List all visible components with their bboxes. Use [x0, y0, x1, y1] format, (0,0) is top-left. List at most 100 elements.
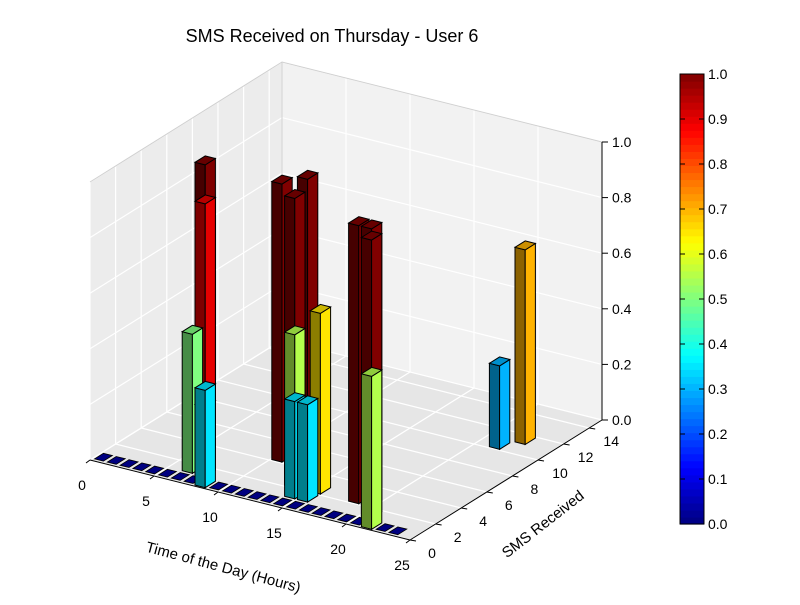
bar-top-face — [283, 392, 307, 403]
zero-bar — [234, 488, 255, 497]
colorbar-segment — [680, 291, 704, 300]
colorbar-segment — [680, 397, 704, 406]
bar-front-face — [181, 331, 193, 474]
bar — [296, 395, 320, 504]
colorbar-segment — [680, 151, 704, 159]
x-tick — [213, 491, 219, 496]
colorbar-segment — [680, 81, 704, 89]
x-axis-label: Time of the Day (Hours) — [144, 539, 302, 597]
colorbar-segment — [680, 460, 704, 469]
bar-front-face — [284, 398, 296, 500]
bar-front-face — [488, 362, 501, 450]
colorbar-segment — [680, 306, 704, 314]
bar-top-face — [180, 324, 204, 335]
bar-side-face — [524, 242, 536, 446]
colorbar-segment — [680, 249, 704, 258]
y-tick — [486, 491, 493, 494]
colorbar-segment — [680, 263, 704, 272]
y-tick — [409, 539, 417, 542]
colorbar-segment — [680, 172, 704, 181]
colorbar-segment — [680, 256, 704, 265]
colorbar-segment — [680, 341, 704, 349]
y-tick — [512, 475, 519, 478]
colorbar-segment — [680, 116, 704, 124]
colorbar-segment — [680, 509, 704, 518]
colorbar-segment — [680, 123, 704, 131]
colorbar-segment — [680, 390, 704, 399]
x-tick-label: 20 — [330, 541, 346, 557]
bar-front-face — [194, 387, 206, 489]
bar-top-face — [360, 230, 384, 241]
colorbar-tick-label: 0.0 — [708, 516, 728, 532]
bar-top-face — [488, 356, 512, 367]
colorbar-segment — [680, 495, 704, 504]
bar-front-face — [296, 401, 309, 503]
zero-bar — [298, 504, 319, 513]
bar-top-face — [193, 155, 217, 166]
y-tick-label: 12 — [578, 449, 594, 465]
y-tick — [537, 459, 545, 462]
z-tick-label: 0.2 — [612, 356, 632, 372]
x-axis-line — [89, 459, 411, 541]
x-tick-label: 10 — [202, 509, 218, 525]
zero-bar — [247, 491, 268, 500]
colorbar-segment — [680, 453, 704, 462]
colorbar-segment — [680, 74, 704, 82]
colorbar-segment — [680, 270, 704, 279]
colorbar-segment — [680, 137, 704, 145]
axes: 0 5 10 15 20 25 0 2 4 6 8 10 12 14 0.0 0.2 0.4 0.6 0.8 1.0 — [78, 134, 632, 573]
bar-top-face — [513, 240, 537, 251]
colorbar-segment — [680, 334, 704, 342]
colorbar-segment — [680, 179, 704, 188]
bar-front-face — [348, 222, 360, 505]
bar-top-face — [270, 174, 294, 185]
colorbar: 0.0 0.1 0.2 0.3 0.4 0.5 0.6 0.7 0.8 0.9 1.0 — [679, 66, 728, 532]
colorbar-segment — [680, 235, 704, 244]
y-tick — [589, 427, 596, 430]
colorbar-tick-label: 0.8 — [708, 156, 728, 172]
colorbar-segment — [680, 355, 704, 363]
bar — [193, 380, 217, 489]
bar-front-face — [360, 373, 373, 530]
bar-top-face — [296, 395, 320, 406]
colorbar-segment — [680, 277, 704, 286]
colorbar-segment — [680, 425, 704, 434]
y-tick-label: 8 — [531, 481, 539, 497]
zero-bar — [106, 456, 127, 465]
colorbar-segment — [680, 369, 704, 377]
colorbar-segment — [680, 411, 704, 420]
colorbar-segment — [680, 242, 704, 251]
y-tick — [563, 443, 570, 446]
zero-bar — [323, 510, 344, 520]
zero-bar — [157, 468, 178, 478]
zero-bar — [387, 526, 408, 536]
y-tick-label: 0 — [428, 545, 436, 561]
zero-bar — [285, 500, 306, 510]
colorbar-segment — [680, 193, 704, 202]
colorbar-segment — [680, 383, 704, 392]
x-tick-label: 15 — [266, 525, 282, 541]
colorbar-segment — [680, 488, 704, 497]
bar-top-face — [347, 216, 371, 227]
colorbar-segment — [680, 439, 704, 448]
colorbar-segment — [680, 221, 704, 230]
y-tick-label: 6 — [505, 497, 513, 513]
colorbar-segment — [680, 404, 704, 413]
z-tick-label: 0.6 — [612, 245, 632, 261]
colorbar-segment — [680, 165, 704, 174]
bar-side-face — [204, 383, 216, 489]
bar-side-face — [307, 397, 319, 504]
colorbar-segment — [680, 214, 704, 223]
colorbar-segment — [680, 200, 704, 209]
colorbar-segment — [680, 88, 704, 96]
colorbar-segment — [680, 95, 704, 103]
bar-side-face — [319, 306, 332, 496]
colorbar-segment — [680, 467, 704, 476]
zero-bar — [311, 507, 332, 516]
zero-bar — [144, 465, 165, 475]
zero-bar — [131, 462, 152, 472]
colorbar-segment — [680, 144, 704, 152]
x-tick — [85, 459, 91, 464]
colorbar-tick-label: 0.7 — [708, 201, 728, 217]
